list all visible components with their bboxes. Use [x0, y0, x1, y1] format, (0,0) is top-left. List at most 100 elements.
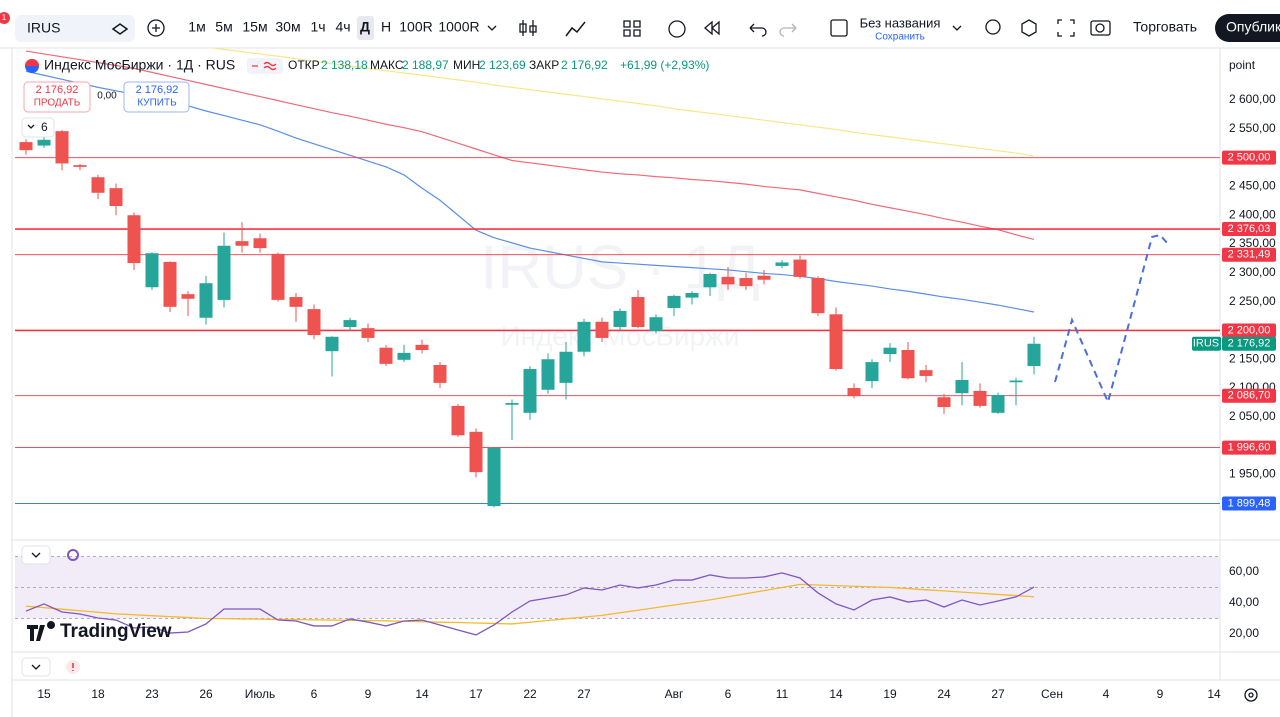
indicators-count[interactable]: 6	[41, 120, 48, 134]
search-icon[interactable]	[985, 19, 1001, 35]
undo-icon[interactable]	[749, 23, 767, 37]
candle-body	[55, 131, 69, 164]
level-label-bg	[1222, 247, 1276, 262]
level-label-bg	[1222, 222, 1276, 237]
symbol[interactable]: IRUS	[27, 20, 60, 36]
candle-body	[235, 241, 249, 246]
trade-button[interactable]: Торговать	[1133, 19, 1197, 35]
moving-average	[25, 50, 1035, 241]
fullscreen-icon[interactable]	[1057, 19, 1075, 37]
candle-body	[901, 350, 915, 379]
y-tick-label: 2 550,00	[1229, 121, 1276, 135]
level-label: 2 086,70	[1228, 390, 1271, 402]
axis-settings[interactable]	[1244, 688, 1258, 702]
chevron[interactable]	[31, 552, 41, 558]
sell-price[interactable]: 2 176,92	[36, 84, 79, 96]
layout-name[interactable]: Без названия	[860, 15, 941, 30]
publish-bg[interactable]	[1215, 14, 1280, 42]
candle-body	[145, 253, 159, 288]
status-icon	[252, 61, 277, 71]
refresh-icon[interactable]	[67, 549, 79, 561]
pane-toggle[interactable]	[21, 657, 51, 677]
templates-icon[interactable]	[623, 20, 641, 37]
chevron[interactable]	[27, 124, 35, 129]
candle-body	[955, 379, 969, 394]
candle-body	[379, 347, 393, 364]
badge-text: 1	[2, 13, 7, 22]
candle-body	[991, 394, 1005, 413]
axis-settings-dot[interactable]	[1248, 692, 1254, 698]
x-tick-label: 9	[365, 687, 372, 701]
candle-body	[469, 431, 483, 473]
compare-icon[interactable]	[147, 19, 165, 37]
level-label-bg	[1222, 323, 1276, 338]
candle-body	[703, 273, 717, 288]
price-pane	[15, 48, 1220, 508]
alert-icon[interactable]	[668, 20, 686, 38]
watermark: IRUS · 1Д Индекс МосБиржи	[480, 233, 760, 351]
y-tick-label: 1 950,00	[1229, 467, 1276, 481]
x-tick-label: 4	[1103, 687, 1110, 701]
interval-chevron[interactable]	[487, 25, 497, 31]
symbol-logo-top	[25, 59, 39, 66]
legend-key: МИН	[453, 58, 480, 72]
snapshot-lens[interactable]	[1095, 23, 1105, 33]
interval-button[interactable]: 1000R	[438, 19, 479, 35]
candle-body	[397, 352, 411, 360]
sell-button[interactable]	[23, 81, 91, 113]
layout-chevron[interactable]	[952, 25, 962, 31]
y-tick-label: 2 250,00	[1229, 294, 1276, 308]
interval-button[interactable]: 100R	[399, 19, 432, 35]
x-tick-label: Сен	[1041, 687, 1063, 701]
replay-icon[interactable]	[704, 20, 720, 36]
x-tick-label: 14	[415, 687, 429, 701]
sell-label[interactable]: ПРОДАТЬ	[34, 98, 81, 109]
chevron[interactable]	[31, 664, 41, 670]
candle-body	[559, 351, 573, 383]
spread: 0,00	[97, 91, 117, 102]
legend: Индекс МосБиржи · 1Д · RUS 2 176,92 ПРОД…	[21, 57, 709, 138]
interval-button[interactable]: Н	[381, 19, 391, 35]
settings-icon[interactable]	[1021, 19, 1037, 37]
y-tick-label: 2 300,00	[1229, 265, 1276, 279]
x-tick-label: 11	[776, 687, 789, 701]
indicators-toggle[interactable]	[21, 117, 55, 138]
interval-button[interactable]: 1ч	[310, 19, 325, 35]
interval-button[interactable]: 5м	[215, 19, 232, 35]
x-tick-label: 18	[91, 687, 105, 701]
layout-icon[interactable]	[830, 19, 848, 37]
interval-button[interactable]: 15м	[242, 19, 267, 35]
chart-type-icon[interactable]	[519, 20, 537, 36]
watermark-symbol: IRUS · 1Д	[480, 233, 760, 302]
price-axis: point 2 600,00 2 550,00 2 450,00 2 400,00 2 3…	[1192, 58, 1276, 640]
interval-button[interactable]: Д	[360, 19, 370, 35]
candle-body	[487, 447, 501, 507]
candle-body	[721, 276, 735, 285]
interval-button[interactable]: 30м	[275, 19, 300, 35]
buy-price[interactable]: 2 176,92	[136, 84, 179, 96]
candle-body	[199, 283, 213, 318]
publish-button[interactable]: Опублико	[1226, 19, 1280, 35]
watchlist-icon[interactable]	[111, 23, 129, 35]
candle-body	[1027, 343, 1041, 367]
time-axis: 15 18 23 26 Июль 6 9 14 17 22 27 Авг 6 11 14 19 24 27 Сен 4…	[37, 687, 1221, 701]
interval-button[interactable]: 1м	[188, 19, 205, 35]
indicators-icon[interactable]	[565, 21, 586, 37]
compare-plus[interactable]	[152, 24, 160, 32]
snapshot-icon[interactable]	[1090, 20, 1111, 36]
axis-unit: point	[1229, 58, 1256, 72]
symbol-search[interactable]	[15, 15, 135, 42]
candle-body	[361, 328, 375, 338]
rsi-toggle[interactable]	[21, 545, 51, 565]
moving-average	[25, 70, 1035, 313]
last-price-name: IRUS	[1193, 338, 1219, 350]
level-label-bg	[1222, 388, 1276, 403]
redo-icon[interactable]	[779, 23, 797, 37]
interval-button[interactable]: 4ч	[335, 19, 350, 35]
buy-label[interactable]: КУПИТЬ	[137, 98, 177, 109]
buy-button[interactable]	[123, 81, 190, 113]
candle-body	[775, 262, 789, 266]
y-tick-label: 60,00	[1229, 564, 1259, 578]
candle-body	[667, 295, 681, 308]
candle-body	[73, 165, 87, 167]
